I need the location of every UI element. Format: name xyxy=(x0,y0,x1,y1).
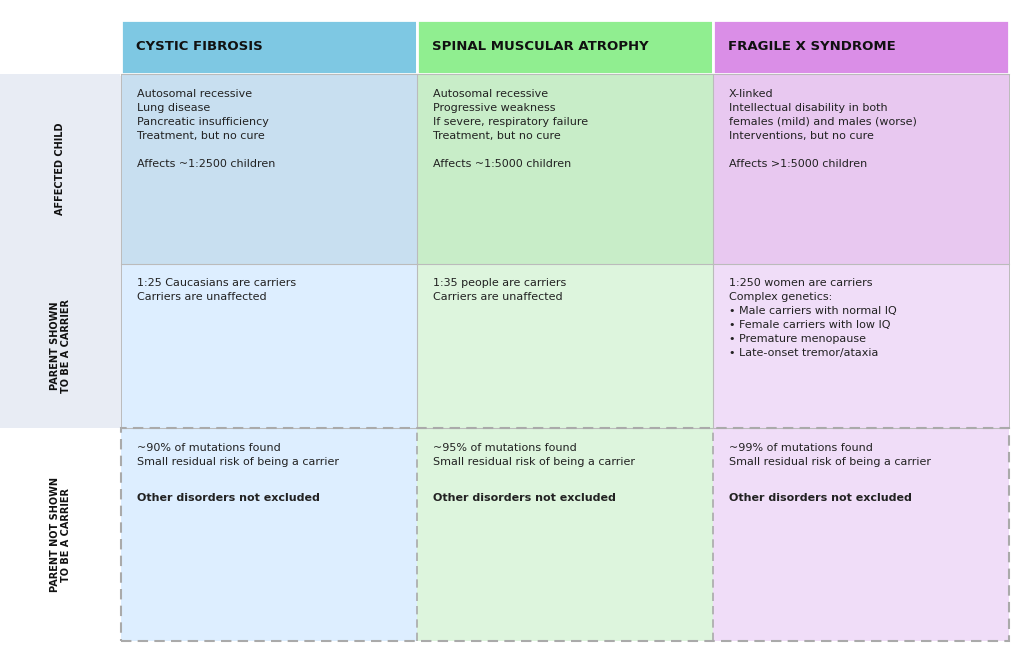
Text: PARENT NOT SHOWN
TO BE A CARRIER: PARENT NOT SHOWN TO BE A CARRIER xyxy=(49,477,72,592)
Text: 1:250 women are carriers
Complex genetics:
• Male carriers with normal IQ
• Fema: 1:250 women are carriers Complex genetic… xyxy=(729,278,897,358)
Text: CYSTIC FIBROSIS: CYSTIC FIBROSIS xyxy=(136,41,263,54)
Text: FRAGILE X SYNDROME: FRAGILE X SYNDROME xyxy=(728,41,896,54)
Text: Autosomal recessive
Progressive weakness
If severe, respiratory failure
Treatmen: Autosomal recessive Progressive weakness… xyxy=(433,89,588,169)
Text: ~90% of mutations found
Small residual risk of being a carrier: ~90% of mutations found Small residual r… xyxy=(137,443,339,481)
Bar xyxy=(121,75,417,264)
Text: ~95% of mutations found
Small residual risk of being a carrier: ~95% of mutations found Small residual r… xyxy=(433,443,635,481)
Text: SPINAL MUSCULAR ATROPHY: SPINAL MUSCULAR ATROPHY xyxy=(432,41,649,54)
Text: X-linked
Intellectual disability in both
females (mild) and males (worse)
Interv: X-linked Intellectual disability in both… xyxy=(729,89,916,169)
Bar xyxy=(417,428,713,641)
Bar xyxy=(0,264,121,428)
Text: Other disorders not excluded: Other disorders not excluded xyxy=(433,493,616,503)
Bar xyxy=(713,428,1009,641)
Bar xyxy=(713,75,1009,264)
Bar xyxy=(713,264,1009,428)
Text: Autosomal recessive
Lung disease
Pancreatic insufficiency
Treatment, but no cure: Autosomal recessive Lung disease Pancrea… xyxy=(137,89,275,169)
Bar xyxy=(417,20,713,75)
Bar xyxy=(417,75,713,264)
Text: 1:25 Caucasians are carriers
Carriers are unaffected: 1:25 Caucasians are carriers Carriers ar… xyxy=(137,278,296,302)
Text: PARENT SHOWN
TO BE A CARRIER: PARENT SHOWN TO BE A CARRIER xyxy=(49,299,72,393)
Text: Other disorders not excluded: Other disorders not excluded xyxy=(137,493,321,503)
Bar xyxy=(121,20,417,75)
Bar xyxy=(713,20,1009,75)
Text: 1:35 people are carriers
Carriers are unaffected: 1:35 people are carriers Carriers are un… xyxy=(433,278,566,302)
Text: AFFECTED CHILD: AFFECTED CHILD xyxy=(55,123,66,215)
Bar xyxy=(417,264,713,428)
Bar xyxy=(121,428,417,641)
Bar xyxy=(0,75,121,264)
Bar xyxy=(121,428,1009,641)
Bar xyxy=(121,264,417,428)
Text: ~99% of mutations found
Small residual risk of being a carrier: ~99% of mutations found Small residual r… xyxy=(729,443,931,481)
Text: Other disorders not excluded: Other disorders not excluded xyxy=(729,493,912,503)
